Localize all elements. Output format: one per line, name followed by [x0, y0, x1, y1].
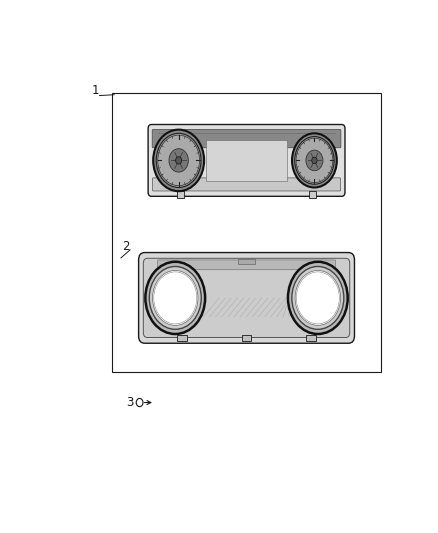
FancyBboxPatch shape: [152, 130, 341, 148]
Bar: [177, 191, 184, 198]
Circle shape: [312, 157, 317, 164]
Bar: [113, 93, 381, 372]
Circle shape: [136, 399, 143, 407]
Circle shape: [295, 136, 334, 184]
Bar: [177, 335, 187, 341]
Bar: [242, 335, 251, 341]
Circle shape: [152, 270, 198, 325]
Circle shape: [288, 262, 348, 334]
Circle shape: [295, 270, 340, 325]
Text: 1: 1: [92, 84, 99, 97]
FancyBboxPatch shape: [143, 259, 350, 337]
FancyBboxPatch shape: [152, 178, 341, 191]
Circle shape: [158, 135, 200, 185]
Bar: [309, 191, 317, 198]
Bar: [238, 259, 255, 264]
Bar: [306, 335, 316, 341]
Text: 3: 3: [126, 396, 133, 409]
Circle shape: [149, 266, 201, 329]
Circle shape: [292, 133, 337, 188]
FancyBboxPatch shape: [138, 253, 354, 343]
Circle shape: [156, 133, 201, 188]
Circle shape: [169, 149, 188, 172]
FancyBboxPatch shape: [158, 260, 336, 270]
FancyBboxPatch shape: [148, 125, 345, 196]
Circle shape: [176, 157, 182, 164]
Circle shape: [306, 150, 323, 171]
Bar: [206, 140, 287, 181]
Circle shape: [145, 262, 205, 334]
Circle shape: [296, 138, 333, 183]
Circle shape: [297, 272, 339, 324]
Circle shape: [154, 272, 197, 324]
Text: 2: 2: [122, 240, 130, 253]
Circle shape: [292, 266, 344, 329]
Circle shape: [153, 130, 204, 191]
